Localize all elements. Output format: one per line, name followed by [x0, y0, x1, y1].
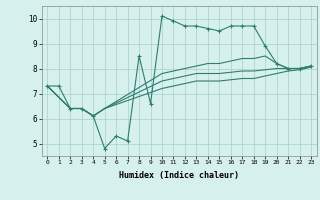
X-axis label: Humidex (Indice chaleur): Humidex (Indice chaleur)	[119, 171, 239, 180]
